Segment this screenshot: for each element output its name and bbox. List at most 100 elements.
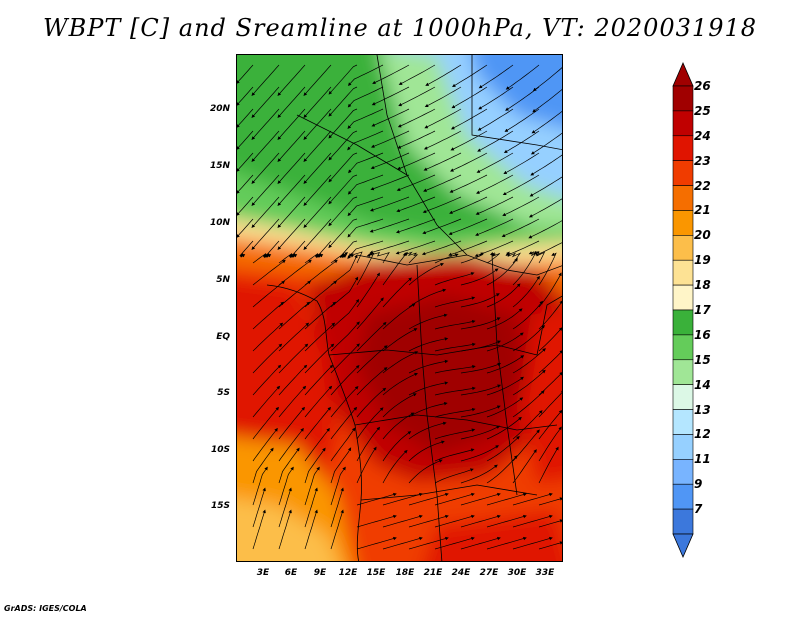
streamline <box>382 536 423 550</box>
streamline <box>449 196 488 214</box>
temperature-shading <box>237 55 562 561</box>
streamline <box>476 152 514 173</box>
streamline <box>512 275 540 308</box>
streamline <box>347 240 384 259</box>
streamline <box>252 301 285 330</box>
streamline <box>382 412 415 440</box>
streamline <box>434 407 476 418</box>
streamline <box>460 445 500 462</box>
streamline <box>528 198 562 218</box>
streamline <box>252 509 266 550</box>
streamline <box>505 86 540 111</box>
streamline <box>450 152 488 172</box>
streamline <box>252 427 278 462</box>
streamline <box>356 492 397 506</box>
streamline <box>328 64 358 95</box>
streamline <box>408 288 447 308</box>
colorbar-swatch <box>672 259 694 286</box>
streamline <box>512 514 553 528</box>
streamline <box>532 89 562 113</box>
streamline <box>398 64 436 85</box>
streamline <box>369 196 410 212</box>
streamline <box>278 385 307 418</box>
streamline <box>421 240 462 256</box>
streamline <box>347 64 384 87</box>
streamline <box>460 268 499 286</box>
streamline <box>328 218 358 249</box>
streamline <box>330 343 360 374</box>
streamline <box>251 64 280 96</box>
streamline <box>531 110 562 134</box>
latitude-label: 10S <box>210 445 230 455</box>
streamline <box>460 252 485 264</box>
streamline <box>486 492 527 506</box>
streamline <box>382 393 417 418</box>
streamline <box>371 86 410 106</box>
streamline <box>396 196 436 213</box>
streamline <box>512 300 543 330</box>
streamline <box>529 176 562 197</box>
colorbar-label: 12 <box>694 427 711 442</box>
streamline <box>424 86 462 108</box>
streamline <box>303 152 332 184</box>
streamline <box>460 536 501 550</box>
streamline <box>278 466 294 506</box>
streamline <box>303 130 332 162</box>
streamline <box>512 492 553 506</box>
streamline <box>382 351 419 374</box>
streamline <box>252 343 283 374</box>
colorbar-label: 15 <box>694 352 711 367</box>
streamline <box>408 381 449 396</box>
streamline <box>252 259 286 286</box>
streamline <box>475 218 514 236</box>
streamline <box>237 86 254 106</box>
streamline <box>382 251 408 286</box>
streamline <box>460 464 498 484</box>
streamline <box>251 152 280 184</box>
streamline <box>237 64 254 84</box>
streamline <box>448 218 488 235</box>
streamline <box>304 322 336 352</box>
streamline <box>356 536 397 550</box>
colorbar-swatch <box>672 508 694 535</box>
streamline <box>538 541 562 550</box>
streamline <box>533 242 562 256</box>
streamline <box>486 376 524 396</box>
streamline <box>434 386 476 396</box>
streamline <box>408 359 449 374</box>
streamline <box>304 406 332 440</box>
colorbar-swatch <box>672 409 694 435</box>
streamline <box>303 64 332 96</box>
streamline <box>303 196 332 228</box>
streamline <box>277 86 306 118</box>
streamline <box>503 130 540 153</box>
streamline <box>486 397 524 418</box>
streamline <box>538 349 562 374</box>
streamline <box>237 218 254 238</box>
latitude-label: 5N <box>216 275 230 285</box>
streamline <box>252 447 274 484</box>
colorbar-swatch <box>672 434 694 460</box>
streamline <box>382 372 418 396</box>
streamline <box>538 426 562 462</box>
streamline <box>330 321 360 352</box>
longitude-label: 27E <box>479 568 499 578</box>
streamline <box>512 536 553 550</box>
colorbar-label: 17 <box>694 303 711 317</box>
streamline <box>251 196 280 228</box>
streamline <box>486 332 524 352</box>
streamline <box>408 262 444 286</box>
streamline <box>486 355 525 374</box>
streamline <box>356 387 387 418</box>
streamline <box>252 385 281 418</box>
colorbar-swatch <box>672 210 694 236</box>
streamline <box>237 152 254 172</box>
streamline <box>251 130 280 162</box>
streamline <box>460 514 501 528</box>
streamline <box>382 492 423 506</box>
streamline <box>278 364 308 396</box>
streamline <box>451 86 488 109</box>
streamline <box>486 257 518 286</box>
colorbar-label: 21 <box>694 203 711 218</box>
streamline <box>356 272 380 308</box>
